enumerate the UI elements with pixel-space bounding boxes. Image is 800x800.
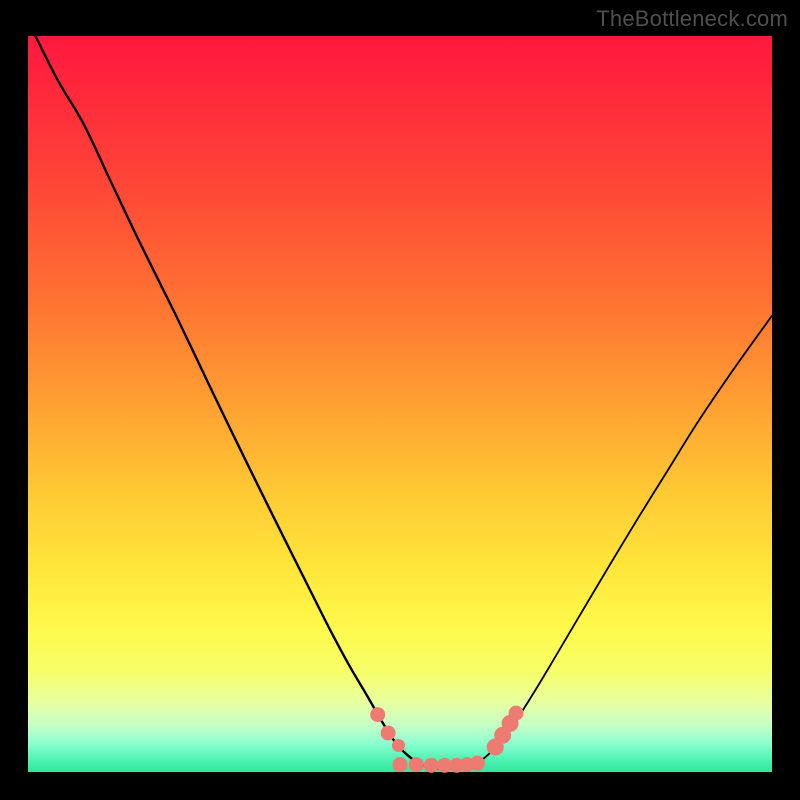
marker-dot [393,740,405,752]
marker-dot [424,758,438,772]
chart-canvas: TheBottleneck.com [0,0,800,800]
marker-dot [409,758,423,772]
plot-svg [28,36,772,772]
gradient-background [28,36,772,772]
marker-dot [470,756,484,770]
marker-dot [509,706,523,720]
plot-area [28,36,772,772]
watermark-text: TheBottleneck.com [596,6,788,32]
marker-dot [381,726,395,740]
marker-dot [393,758,407,772]
marker-dot [371,708,385,722]
